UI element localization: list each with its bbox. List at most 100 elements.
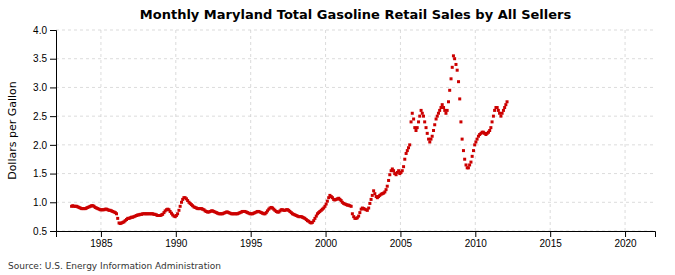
point bbox=[387, 179, 390, 182]
point bbox=[368, 202, 371, 205]
y-tick-mark bbox=[50, 174, 56, 175]
point bbox=[176, 212, 179, 215]
point bbox=[448, 89, 451, 92]
grid-line-x bbox=[625, 30, 626, 231]
x-tick-label: 2005 bbox=[390, 238, 413, 249]
point bbox=[437, 112, 440, 115]
x-tick: 2000 bbox=[315, 231, 338, 249]
point bbox=[177, 209, 180, 212]
point bbox=[491, 120, 494, 123]
x-axis-line bbox=[57, 232, 656, 238]
x-tick-mark bbox=[101, 231, 102, 237]
y-axis-line bbox=[50, 31, 57, 232]
x-tick-label: 1985 bbox=[90, 238, 113, 249]
point bbox=[420, 109, 423, 112]
point bbox=[433, 123, 436, 126]
point bbox=[497, 109, 500, 112]
point bbox=[115, 212, 118, 215]
point bbox=[438, 109, 441, 112]
annotation: Source: U.S. Energy Information Administ… bbox=[8, 261, 221, 271]
y-tick: 0.5 bbox=[33, 226, 56, 237]
chart: 198519901995200020052010201520200.51.01.… bbox=[0, 0, 675, 275]
point bbox=[446, 109, 449, 112]
grid-line-x bbox=[400, 30, 401, 231]
point bbox=[411, 112, 414, 115]
point bbox=[350, 205, 353, 208]
y-tick: 1.5 bbox=[33, 168, 56, 179]
point bbox=[406, 149, 409, 152]
point bbox=[417, 120, 420, 123]
plot: 198519901995200020052010201520200.51.01.… bbox=[33, 25, 655, 249]
point bbox=[451, 66, 454, 69]
point bbox=[492, 115, 495, 118]
point bbox=[425, 126, 428, 129]
point bbox=[447, 100, 450, 103]
point bbox=[450, 77, 453, 80]
point bbox=[461, 138, 464, 141]
point bbox=[469, 161, 472, 164]
point bbox=[422, 115, 425, 118]
point bbox=[442, 106, 445, 109]
point bbox=[410, 120, 413, 123]
grid-line-y bbox=[56, 144, 655, 145]
point bbox=[414, 129, 417, 132]
grid-line-x bbox=[175, 30, 176, 231]
y-tick-label: 3.5 bbox=[33, 53, 47, 64]
point bbox=[436, 115, 439, 118]
x-tick-mark bbox=[176, 231, 177, 237]
point bbox=[388, 173, 391, 176]
grid-line-y bbox=[56, 173, 655, 174]
point bbox=[412, 118, 415, 121]
points bbox=[70, 54, 508, 225]
point bbox=[452, 54, 455, 57]
point bbox=[407, 146, 410, 149]
point bbox=[116, 217, 119, 220]
y-tick: 2.0 bbox=[33, 140, 56, 151]
y-tick-label: 0.5 bbox=[33, 226, 47, 237]
grid-line-y bbox=[56, 202, 655, 203]
x-tick-mark bbox=[625, 231, 626, 237]
y-axis-title: Dollars per Gallon bbox=[6, 81, 19, 180]
point bbox=[459, 120, 462, 123]
point bbox=[426, 132, 429, 135]
grid-line-y bbox=[56, 116, 655, 117]
point bbox=[418, 115, 421, 118]
point bbox=[416, 126, 419, 129]
point bbox=[474, 140, 477, 143]
point bbox=[435, 118, 438, 121]
point bbox=[476, 138, 479, 141]
y-tick-mark bbox=[50, 59, 56, 60]
point bbox=[401, 169, 404, 172]
grid bbox=[56, 30, 655, 231]
point bbox=[392, 169, 395, 172]
y-tick-label: 1.5 bbox=[33, 168, 47, 179]
point bbox=[499, 115, 502, 118]
x-tick-mark bbox=[475, 231, 476, 237]
point bbox=[458, 97, 461, 100]
point bbox=[325, 203, 328, 206]
point bbox=[465, 163, 468, 166]
point bbox=[326, 200, 329, 203]
x-tick: 2015 bbox=[540, 231, 563, 249]
point bbox=[358, 211, 361, 214]
point bbox=[493, 109, 496, 112]
y-axis: 0.51.01.52.02.53.03.54.0 bbox=[33, 25, 56, 237]
x-tick-mark bbox=[400, 231, 401, 237]
point bbox=[179, 205, 182, 208]
point bbox=[456, 69, 459, 72]
point bbox=[506, 100, 509, 103]
point bbox=[472, 149, 475, 152]
x-tick-label: 1995 bbox=[240, 238, 263, 249]
point bbox=[403, 158, 406, 161]
x-tick-mark bbox=[326, 231, 327, 237]
x-axis: 19851990199520002005201020152020 bbox=[57, 231, 656, 249]
point bbox=[386, 185, 389, 188]
point bbox=[372, 189, 375, 192]
point bbox=[457, 80, 460, 83]
point bbox=[467, 166, 470, 169]
grid-line-x bbox=[550, 30, 551, 231]
point bbox=[370, 198, 373, 201]
x-tick: 2010 bbox=[465, 231, 488, 249]
point bbox=[408, 143, 411, 146]
point bbox=[504, 103, 507, 106]
